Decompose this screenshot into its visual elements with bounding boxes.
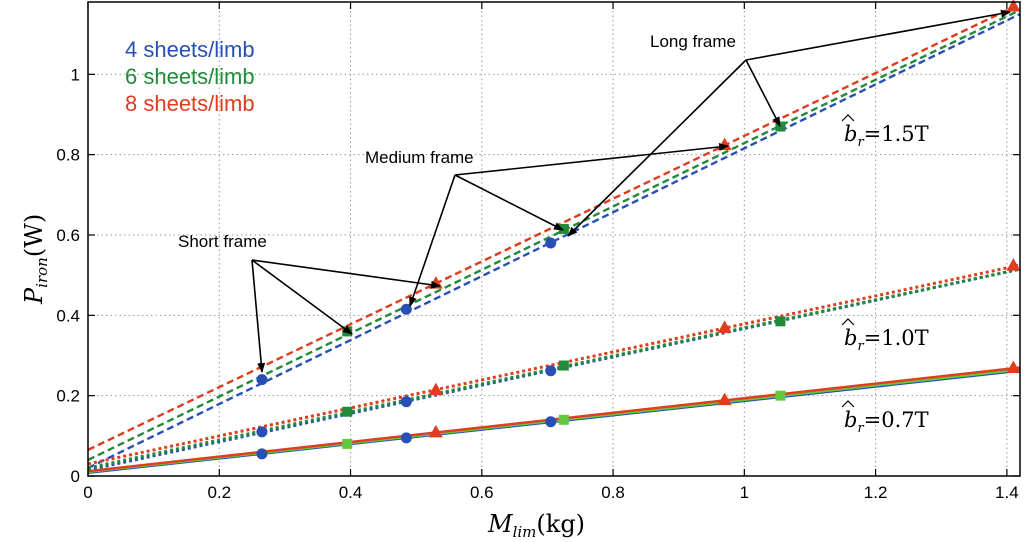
arrow-short-frame-3 <box>251 259 441 289</box>
series-line-1.5T <box>87 8 1021 462</box>
arrow-medium-frame-2 <box>454 174 564 231</box>
data-point-square <box>775 316 786 327</box>
arrow-medium-frame-1 <box>409 174 456 307</box>
data-point-triangle <box>1006 258 1021 271</box>
legend: 4 sheets/limb 6 sheets/limb 8 sheets/lim… <box>125 37 255 116</box>
annotation-label-short-frame: Short frame <box>178 232 267 251</box>
annotation-label-medium-frame: Medium frame <box>365 148 474 167</box>
y-tick-label: 0 <box>71 467 80 486</box>
x-axis-ticks: 0 0.2 0.4 0.6 0.8 1 1.2 1.4 <box>83 2 1019 502</box>
data-point-square <box>558 414 569 425</box>
y-axis-ticks: 0 0.2 0.4 0.6 0.8 1 <box>56 65 1020 486</box>
data-point-triangle <box>428 424 443 438</box>
annotation-label-long-frame: Long frame <box>650 32 736 51</box>
y-tick-label: 0.8 <box>56 146 80 165</box>
plot-frame <box>87 1 1021 477</box>
series-line-1.5T <box>87 2 1021 451</box>
x-axis-label: Mlim(kg) <box>487 510 585 541</box>
y-tick-label: 0.4 <box>56 306 80 325</box>
arrow-short-frame-1 <box>251 259 266 373</box>
data-point-circle <box>256 374 268 386</box>
y-tick-label: 0.2 <box>56 387 80 406</box>
x-tick-label: 0.2 <box>207 483 231 502</box>
data-point-triangle <box>1006 0 1021 12</box>
data-point-circle <box>545 416 557 428</box>
annotation-short-frame: Short frame <box>178 232 441 373</box>
data-point-square <box>775 390 786 401</box>
data-point-circle <box>256 448 268 460</box>
arrow-short-frame-2 <box>251 259 353 335</box>
svg-text:br=1.0T: br=1.0T <box>844 326 929 354</box>
data-point-square <box>558 360 569 371</box>
x-tick-label: 0.4 <box>339 483 363 502</box>
flux-label-1.5T: br=1.5T <box>841 114 929 150</box>
data-point-square <box>342 406 353 417</box>
svg-text:br=0.7T: br=0.7T <box>844 408 929 436</box>
data-point-circle <box>400 432 412 444</box>
data-point-circle <box>400 303 412 315</box>
arrow-medium-frame-3 <box>454 142 729 176</box>
hat-icon <box>841 114 855 122</box>
hat-icon <box>841 318 855 326</box>
y-tick-label: 1 <box>71 65 80 84</box>
series-line-1.0T <box>87 263 1021 466</box>
legend-item-4-sheets: 4 sheets/limb <box>125 37 255 62</box>
data-point-circle <box>545 237 557 249</box>
x-tick-label: 0 <box>83 483 92 502</box>
data-point-square <box>342 438 353 449</box>
data-point-triangle <box>1006 360 1021 374</box>
x-tick-label: 1.2 <box>864 483 888 502</box>
data-point-circle <box>545 365 557 377</box>
y-tick-label: 0.6 <box>56 226 80 245</box>
data-point-triangle <box>428 382 443 396</box>
legend-item-8-sheets: 8 sheets/limb <box>125 91 255 116</box>
flux-label-1.0T: br=1.0T <box>841 318 929 354</box>
data-point-circle <box>256 426 268 438</box>
data-point-square <box>775 121 786 132</box>
arrow-long-frame-3 <box>745 9 1011 61</box>
x-tick-label: 0.8 <box>601 483 625 502</box>
annotation-long-frame: Long frame <box>567 9 1011 237</box>
x-tick-label: 0.6 <box>470 483 494 502</box>
data-point-triangle <box>717 320 732 333</box>
hat-icon <box>841 400 855 408</box>
x-tick-label: 1 <box>740 483 749 502</box>
y-axis-label: Piron(W) <box>20 214 51 305</box>
data-point-circle <box>400 396 412 408</box>
svg-text:br=1.5T: br=1.5T <box>844 122 929 150</box>
legend-item-6-sheets: 6 sheets/limb <box>125 64 255 89</box>
arrow-long-frame-2 <box>745 59 781 127</box>
x-tick-label: 1.4 <box>995 483 1019 502</box>
arrow-long-frame-1 <box>567 59 747 237</box>
annotation-medium-frame: Medium frame <box>365 142 729 307</box>
data-point-triangle <box>717 392 732 406</box>
flux-label-0.7T: br=0.7T <box>841 400 929 436</box>
